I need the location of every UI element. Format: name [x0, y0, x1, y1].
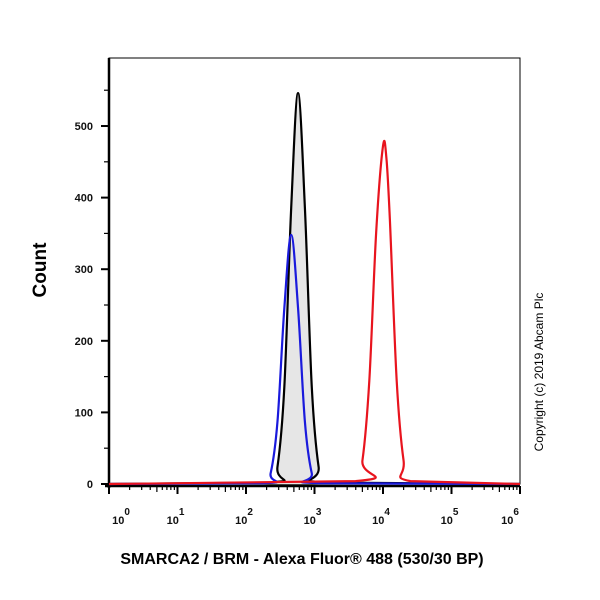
y-tick-label: 200	[75, 336, 93, 348]
x-tick-label: 103	[304, 507, 322, 527]
series-2-line	[108, 139, 521, 486]
x-tick-label: 105	[441, 507, 459, 527]
y-axis-title: Count	[30, 242, 51, 298]
y-tick-label: 400	[75, 193, 93, 205]
y-tick-label: 500	[75, 121, 93, 133]
copyright-annotation: Copyright (c) 2019 Abcam Plc	[532, 293, 546, 452]
ticks: 100 101 102 103 104 105 106 0 100 200 300 400 500	[75, 89, 521, 527]
x-tick-label: 106	[501, 507, 519, 527]
x-axis-title: SMARCA2 / BRM - Alexa Fluor® 488 (530/30…	[120, 551, 483, 568]
series-0-line	[108, 91, 521, 486]
series-group	[108, 91, 521, 486]
x-tick-label: 100	[112, 507, 130, 527]
x-tick-label: 101	[167, 507, 185, 527]
y-tick-label: 300	[75, 264, 93, 276]
y-tick-label: 100	[75, 407, 93, 419]
y-tick-label: 0	[87, 479, 93, 491]
x-tick-label: 104	[372, 507, 390, 527]
x-tick-label: 102	[235, 507, 253, 527]
